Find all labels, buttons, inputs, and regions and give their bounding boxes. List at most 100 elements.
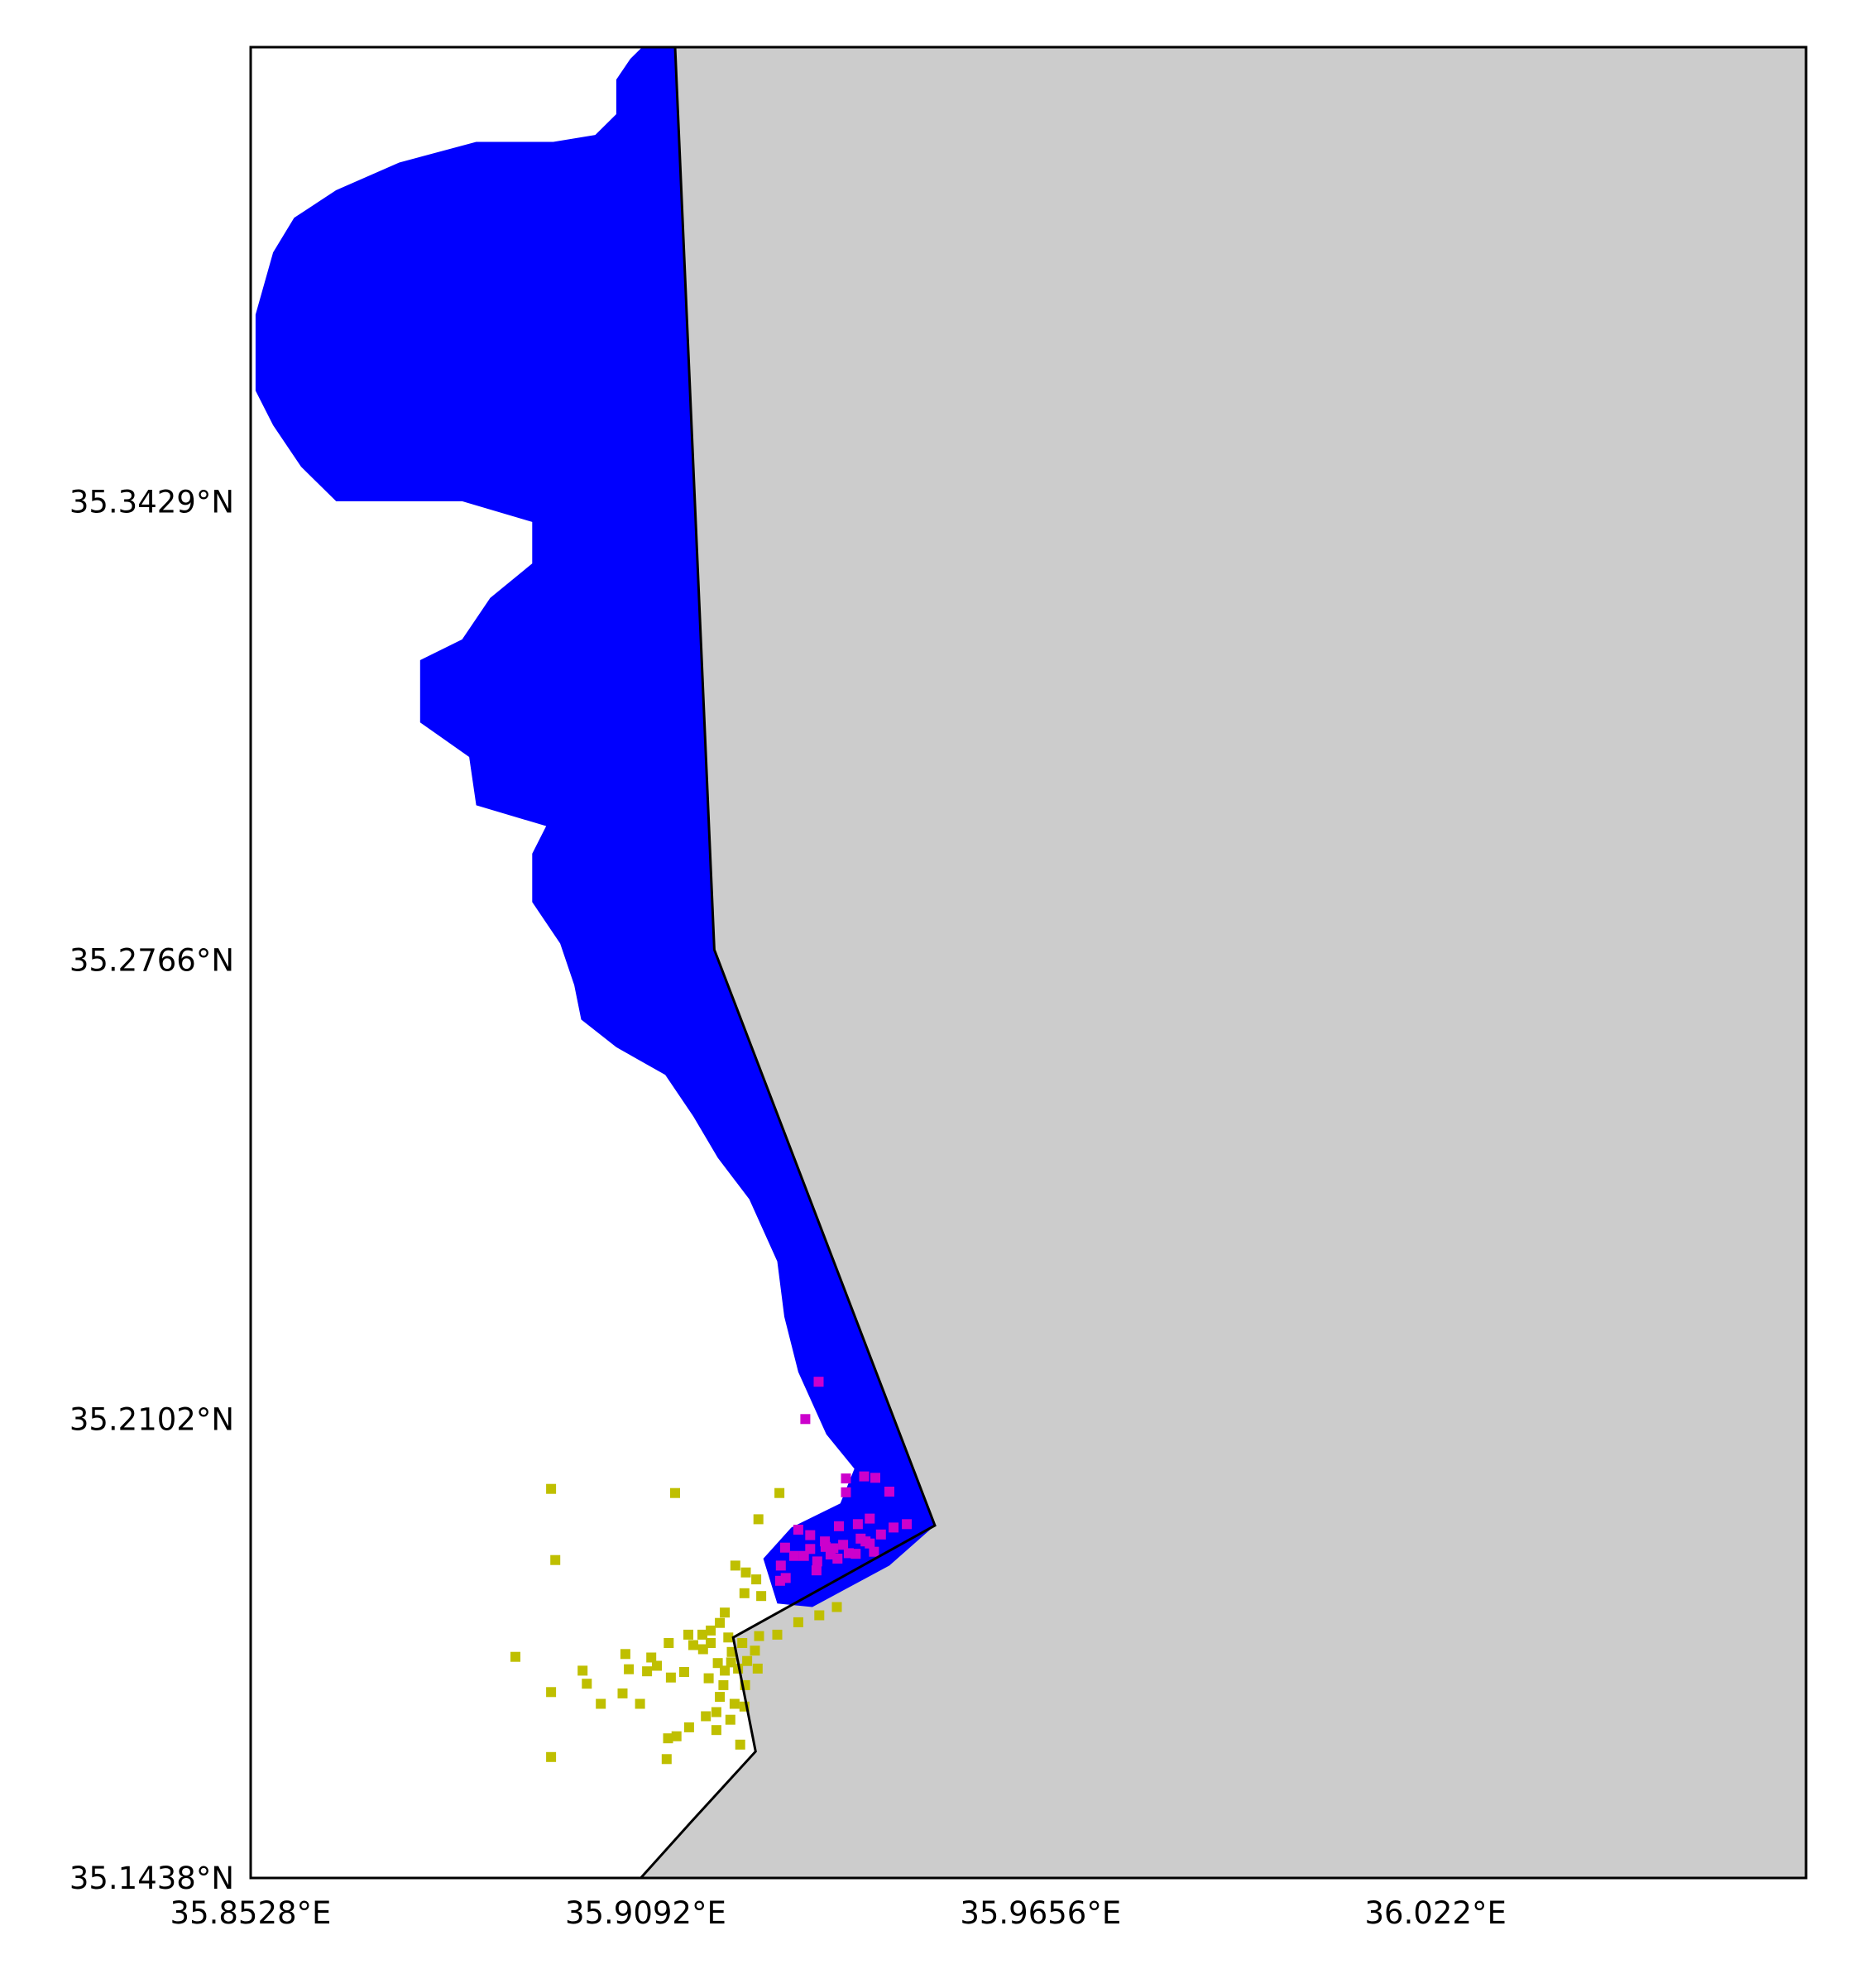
olive-cell [720,1607,731,1618]
magenta-cell [820,1541,831,1552]
olive-cell [730,1560,740,1571]
olive-cell [751,1574,762,1585]
y-tick-label: 35.1438°N [69,1861,234,1896]
magenta-cell [779,1542,790,1553]
olive-cell [711,1725,721,1736]
y-tick-label: 35.2102°N [69,1401,234,1437]
olive-cell [635,1698,645,1709]
map-frame [249,46,1808,1880]
olive-cell [683,1722,694,1732]
olive-cell [683,1629,693,1640]
olive-cell [596,1698,606,1709]
magenta-cell [793,1525,803,1535]
olive-cell [740,1567,751,1578]
magenta-cell [832,1554,843,1564]
plot-area [249,46,1808,1880]
olive-cell [711,1707,721,1717]
magenta-cell [813,1377,824,1387]
x-axis-ticks: 35.8528°E 35.9092°E 35.9656°E 36.022°E [170,1895,1507,1931]
magenta-cell [805,1530,816,1540]
magenta-cell [875,1529,886,1540]
coastline [640,46,937,1880]
magenta-cell [788,1550,799,1561]
olive-cell [720,1665,731,1676]
magenta-cell [859,1471,870,1482]
olive-cell [715,1617,726,1628]
olive-cell [742,1655,753,1666]
olive-cell [617,1688,628,1698]
x-tick-label: 35.8528°E [170,1895,332,1931]
magenta-cell [775,1560,786,1571]
magenta-cell [811,1565,822,1576]
magenta-cell [850,1549,861,1559]
olive-cell [737,1638,748,1648]
olive-cell [706,1625,716,1636]
magenta-cell [860,1536,871,1547]
magenta-class-cells [774,1377,913,1586]
olive-cell [752,1663,763,1674]
olive-cell [679,1667,689,1677]
magenta-cell [852,1519,863,1530]
olive-cell [726,1646,737,1657]
olive-cell [725,1714,735,1725]
olive-class-cells [510,1483,842,1765]
olive-cell [671,1731,682,1741]
olive-cell [663,1733,673,1744]
olive-cell [546,1483,557,1494]
olive-cell [772,1629,783,1640]
magenta-cell [870,1473,880,1483]
olive-cell [697,1644,708,1655]
olive-cell [735,1739,745,1750]
y-tick-label: 35.2766°N [69,943,234,979]
olive-cell [577,1665,588,1676]
olive-cell [688,1640,698,1650]
olive-cell [712,1658,723,1669]
olive-cell [739,1588,750,1598]
olive-cell [646,1652,657,1663]
olive-cell [831,1602,842,1612]
olive-cell [756,1591,767,1602]
magenta-cell [865,1513,875,1524]
magenta-cell [800,1414,811,1425]
magenta-cell [838,1540,849,1550]
olive-cell [546,1751,557,1762]
olive-cell [664,1638,674,1648]
olive-cell [793,1617,803,1627]
olive-cell [774,1487,785,1498]
magenta-cell [812,1556,822,1567]
olive-cell [701,1711,711,1722]
magenta-cell [841,1487,851,1497]
magenta-cell [834,1521,844,1531]
olive-cell [550,1554,561,1565]
olive-cell [726,1657,736,1668]
olive-cell [697,1629,707,1640]
x-tick-label: 35.9656°E [960,1895,1121,1931]
olive-cell [624,1664,635,1674]
olive-cell [814,1610,825,1621]
olive-cell [750,1645,760,1656]
magenta-cell [884,1487,894,1497]
blue-class-region [255,47,935,1607]
y-tick-label: 35.3429°N [69,485,234,520]
x-tick-label: 35.9092°E [565,1895,726,1931]
olive-cell [723,1632,734,1643]
olive-cell [670,1487,680,1498]
olive-cell [510,1651,520,1662]
olive-cell [703,1673,714,1684]
olive-cell [582,1679,592,1689]
land-area [640,47,1806,1878]
olive-cell [754,1631,764,1641]
x-tick-label: 36.022°E [1365,1895,1507,1931]
magenta-cell [902,1519,913,1530]
olive-cell [706,1638,716,1648]
olive-cell [718,1679,729,1690]
olive-cell [620,1649,630,1660]
olive-cell [642,1666,653,1677]
magenta-cell [889,1522,899,1533]
magenta-cell [869,1546,879,1557]
magenta-cell [780,1573,791,1583]
olive-cell [753,1514,764,1525]
magenta-cell [841,1473,851,1484]
olive-cell [715,1692,726,1703]
